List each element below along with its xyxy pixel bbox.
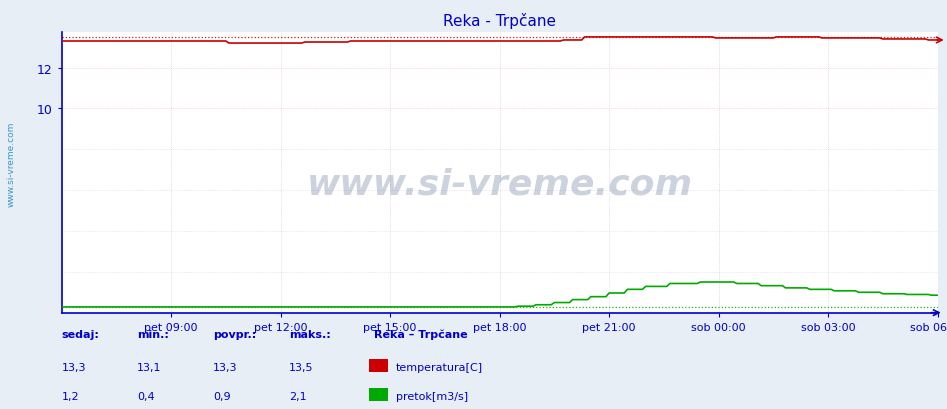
Text: 13,3: 13,3	[62, 362, 86, 372]
Text: 2,1: 2,1	[289, 391, 307, 401]
Title: Reka - Trpčane: Reka - Trpčane	[443, 13, 556, 29]
Text: 13,5: 13,5	[289, 362, 313, 372]
Text: 13,3: 13,3	[213, 362, 238, 372]
Text: 0,9: 0,9	[213, 391, 231, 401]
Text: min.:: min.:	[137, 329, 170, 339]
Text: www.si-vreme.com: www.si-vreme.com	[307, 167, 692, 201]
Text: 0,4: 0,4	[137, 391, 155, 401]
Text: pretok[m3/s]: pretok[m3/s]	[396, 391, 468, 401]
Text: www.si-vreme.com: www.si-vreme.com	[7, 121, 16, 206]
Text: temperatura[C]: temperatura[C]	[396, 362, 483, 372]
Text: maks.:: maks.:	[289, 329, 331, 339]
Text: Reka – Trpčane: Reka – Trpčane	[374, 329, 468, 339]
Text: 1,2: 1,2	[62, 391, 80, 401]
Text: povpr.:: povpr.:	[213, 329, 257, 339]
Text: 13,1: 13,1	[137, 362, 162, 372]
Text: sedaj:: sedaj:	[62, 329, 99, 339]
